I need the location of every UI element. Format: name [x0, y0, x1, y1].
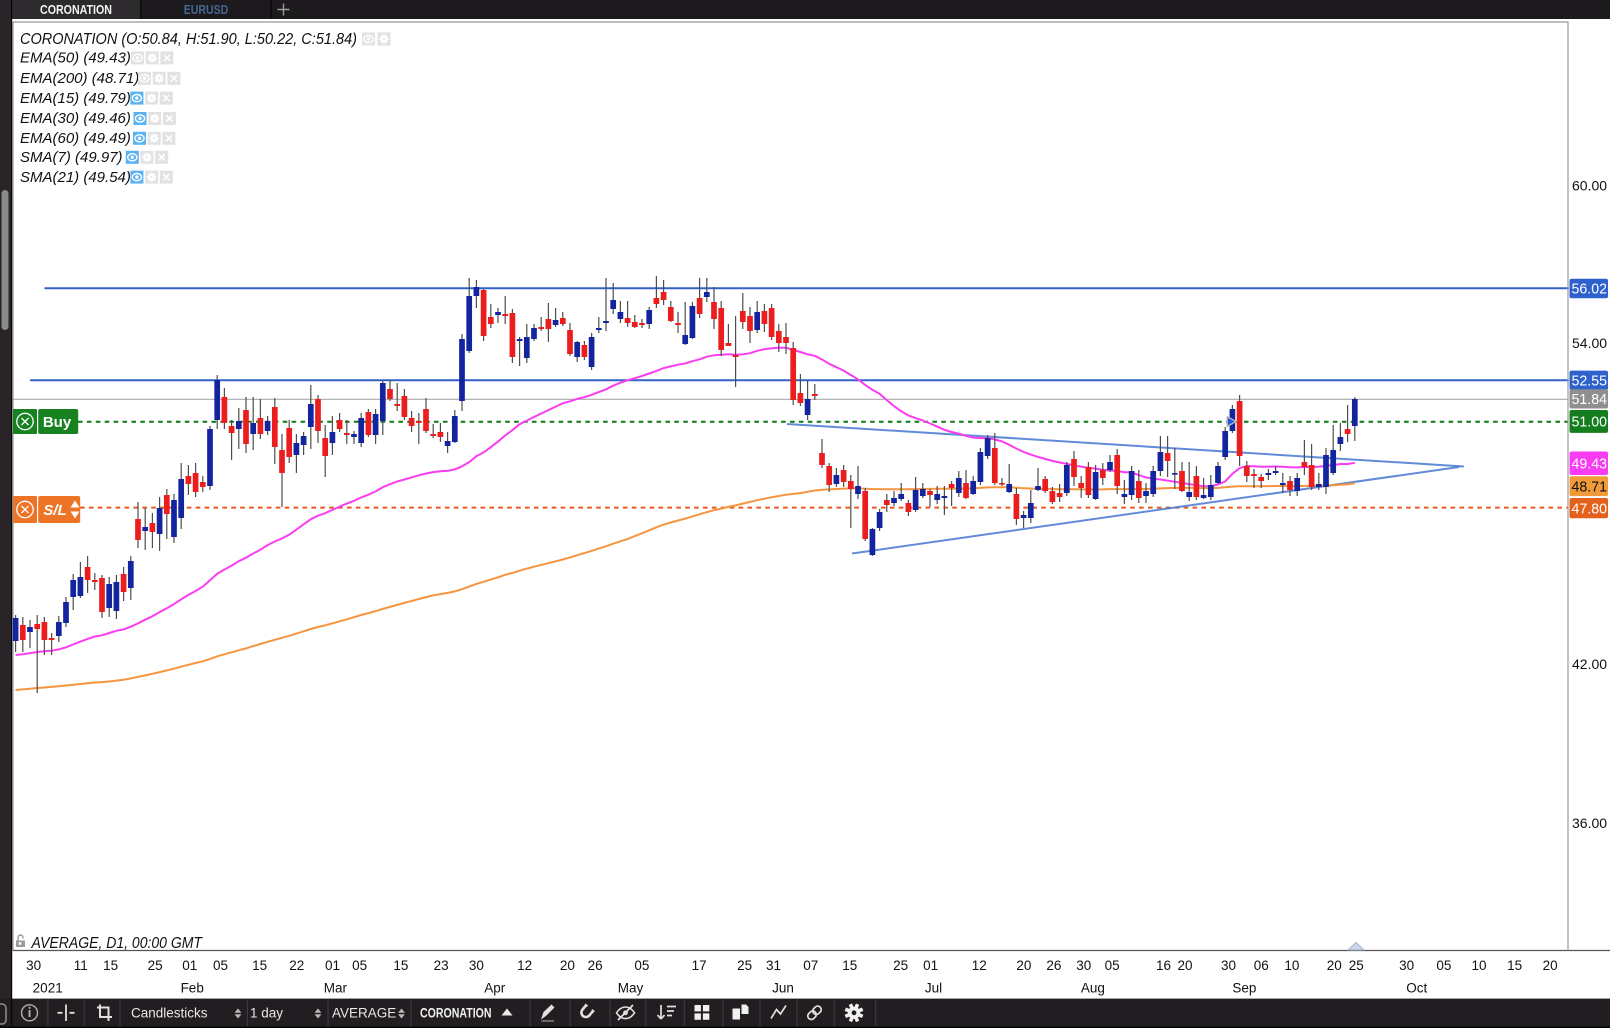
svg-text:48.71: 48.71 — [1572, 479, 1608, 495]
svg-text:47.80: 47.80 — [1572, 501, 1608, 517]
svg-text:Mar: Mar — [324, 981, 348, 996]
svg-text:S/L: S/L — [43, 502, 66, 519]
svg-text:Jun: Jun — [772, 981, 794, 996]
svg-text:Apr: Apr — [484, 981, 506, 996]
svg-text:60.00: 60.00 — [1572, 177, 1607, 193]
svg-text:EMA(60) (49.49): EMA(60) (49.49) — [20, 130, 131, 147]
svg-text:EMA(30) (49.46): EMA(30) (49.46) — [20, 110, 131, 127]
svg-text:12: 12 — [972, 958, 987, 973]
svg-text:30: 30 — [1076, 958, 1091, 973]
svg-text:11: 11 — [74, 958, 88, 973]
svg-text:31: 31 — [766, 958, 781, 973]
svg-text:17: 17 — [692, 958, 707, 973]
svg-text:CORONATION: CORONATION — [420, 1006, 492, 1021]
svg-text:20: 20 — [1177, 958, 1192, 973]
svg-text:Sep: Sep — [1232, 981, 1256, 996]
svg-text:36.00: 36.00 — [1572, 815, 1607, 831]
svg-text:EMA(200) (48.71): EMA(200) (48.71) — [20, 70, 139, 87]
svg-text:30: 30 — [1221, 958, 1236, 973]
svg-text:05: 05 — [1105, 958, 1120, 973]
svg-text:10: 10 — [1471, 958, 1486, 973]
svg-text:EMA(50) (49.43): EMA(50) (49.43) — [20, 50, 131, 67]
svg-text:07: 07 — [803, 958, 818, 973]
svg-text:15: 15 — [842, 958, 857, 973]
svg-text:AVERAGE: AVERAGE — [332, 1006, 396, 1021]
svg-text:25: 25 — [1349, 958, 1364, 973]
svg-text:Jul: Jul — [925, 981, 942, 996]
svg-text:01: 01 — [182, 958, 197, 973]
svg-text:20: 20 — [1543, 958, 1558, 973]
svg-text:54.00: 54.00 — [1572, 335, 1607, 351]
svg-text:23: 23 — [434, 958, 449, 973]
svg-text:12: 12 — [517, 958, 532, 973]
svg-text:56.02: 56.02 — [1572, 282, 1608, 298]
svg-text:SMA(7) (49.97): SMA(7) (49.97) — [20, 149, 123, 166]
svg-text:30: 30 — [1399, 958, 1414, 973]
svg-text:05: 05 — [213, 958, 228, 973]
svg-text:Aug: Aug — [1081, 981, 1105, 996]
svg-text:25: 25 — [148, 958, 163, 973]
svg-text:May: May — [618, 981, 644, 996]
svg-text:SMA(21) (49.54): SMA(21) (49.54) — [20, 169, 131, 186]
svg-text:05: 05 — [634, 958, 649, 973]
svg-text:CORONATION: CORONATION — [40, 3, 112, 17]
svg-text:15: 15 — [252, 958, 267, 973]
svg-text:15: 15 — [103, 958, 118, 973]
svg-text:30: 30 — [26, 958, 41, 973]
svg-text:42.00: 42.00 — [1572, 656, 1607, 672]
svg-text:Feb: Feb — [181, 981, 204, 996]
svg-text:2021: 2021 — [33, 981, 63, 996]
svg-text:30: 30 — [469, 958, 484, 973]
svg-text:10: 10 — [1284, 958, 1299, 973]
svg-text:01: 01 — [325, 958, 340, 973]
svg-text:EURUSD: EURUSD — [184, 3, 229, 17]
svg-text:Buy: Buy — [43, 414, 72, 431]
svg-text:51.84: 51.84 — [1572, 392, 1608, 408]
svg-text:20: 20 — [560, 958, 575, 973]
svg-text:15: 15 — [1507, 958, 1522, 973]
svg-text:06: 06 — [1254, 958, 1269, 973]
svg-text:52.55: 52.55 — [1572, 374, 1608, 390]
svg-text:05: 05 — [352, 958, 367, 973]
svg-text:20: 20 — [1327, 958, 1342, 973]
svg-text:CORONATION (O:50.84, H:51.90,: CORONATION (O:50.84, H:51.90, L:50.22, C… — [20, 31, 357, 48]
svg-text:01: 01 — [923, 958, 938, 973]
svg-text:AVERAGE, D1, 00:00 GMT: AVERAGE, D1, 00:00 GMT — [31, 935, 204, 952]
svg-text:EMA(15) (49.79): EMA(15) (49.79) — [20, 90, 131, 107]
svg-text:1 day: 1 day — [250, 1006, 283, 1021]
svg-text:16: 16 — [1156, 958, 1171, 973]
svg-text:05: 05 — [1436, 958, 1451, 973]
svg-text:Candlesticks: Candlesticks — [131, 1006, 208, 1021]
svg-text:Oct: Oct — [1406, 981, 1427, 996]
svg-text:15: 15 — [393, 958, 408, 973]
svg-text:26: 26 — [1046, 958, 1061, 973]
svg-text:26: 26 — [588, 958, 603, 973]
svg-text:51.00: 51.00 — [1572, 415, 1608, 431]
svg-text:49.43: 49.43 — [1572, 456, 1608, 472]
svg-text:25: 25 — [737, 958, 752, 973]
svg-text:22: 22 — [289, 958, 304, 973]
svg-text:25: 25 — [893, 958, 908, 973]
svg-text:20: 20 — [1016, 958, 1031, 973]
